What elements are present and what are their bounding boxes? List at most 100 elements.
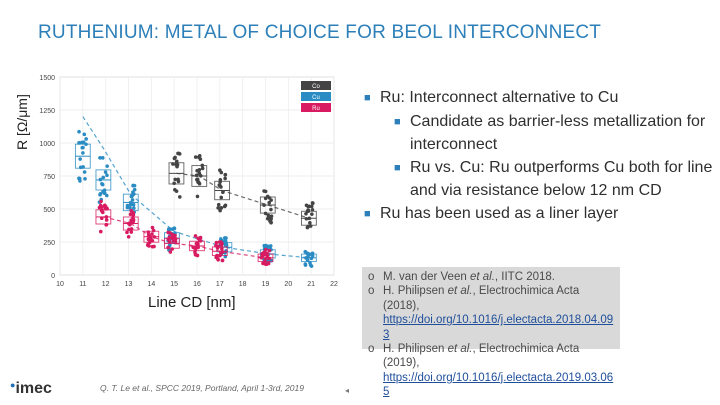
data-point-co	[267, 200, 272, 205]
imec-logo: ●imec	[10, 380, 52, 398]
data-point-co	[221, 190, 225, 195]
bullet-square-icon: ■	[364, 92, 371, 104]
data-point-ru	[193, 234, 198, 238]
x-tick-label: 22	[330, 281, 338, 288]
data-point-ru	[218, 253, 222, 258]
data-point-ru	[104, 218, 109, 222]
data-point-ru	[147, 244, 151, 248]
data-point-co	[197, 167, 202, 172]
data-point-ru	[99, 199, 103, 204]
data-point-cu	[102, 191, 107, 195]
data-point-ru	[126, 235, 131, 239]
data-point-cu	[105, 173, 109, 178]
data-point-cu	[131, 183, 135, 188]
data-point-co	[219, 206, 224, 210]
data-point-cu	[222, 236, 227, 240]
data-point-cu	[80, 145, 85, 150]
reference-text: M. van der Veen et al., IITC 2018.	[383, 270, 555, 284]
data-point-ru	[151, 228, 156, 233]
page-marker: ◂	[345, 386, 350, 395]
data-point-ru	[267, 248, 272, 253]
data-point-co	[267, 216, 272, 221]
data-point-ru	[198, 235, 203, 240]
data-point-ru	[170, 247, 174, 251]
data-point-cu	[167, 227, 171, 231]
x-tick-label: 12	[102, 281, 110, 288]
data-point-co	[172, 181, 176, 186]
data-point-ru	[196, 245, 200, 250]
data-point-cu	[130, 192, 135, 197]
data-point-cu	[132, 187, 137, 192]
data-point-co	[262, 189, 266, 193]
data-point-ru	[129, 227, 134, 231]
data-point-ru	[214, 243, 218, 248]
data-point-cu	[78, 157, 82, 161]
data-point-ru	[152, 235, 157, 239]
y-tick-label: 1500	[39, 75, 55, 82]
data-point-co	[304, 211, 308, 216]
data-point-ru	[100, 208, 104, 213]
data-point-ru	[173, 236, 178, 241]
data-point-ru	[166, 230, 170, 235]
data-point-cu	[101, 175, 106, 180]
data-point-co	[304, 203, 309, 208]
data-point-cu	[125, 205, 130, 210]
bullet-square-icon: ■	[364, 208, 371, 220]
y-tick-label: 1000	[39, 141, 55, 148]
x-tick-label: 21	[307, 281, 315, 288]
data-point-ru	[220, 247, 224, 251]
data-point-co	[306, 209, 311, 214]
bullet-square-icon: ■	[394, 162, 401, 174]
data-point-cu	[102, 188, 107, 192]
data-point-co	[263, 211, 268, 216]
reference-source: , Electrochimica Acta (2018),	[383, 285, 580, 312]
data-point-cu	[305, 251, 310, 256]
data-point-cu	[219, 237, 223, 241]
data-point-cu	[131, 202, 136, 207]
x-tick-label: 17	[216, 281, 224, 288]
data-point-co	[307, 204, 312, 209]
bullet-square-icon: ■	[394, 116, 401, 128]
data-point-cu	[264, 243, 268, 248]
data-point-ru	[131, 215, 135, 220]
data-point-ru	[129, 208, 134, 213]
data-point-ru	[191, 245, 195, 250]
data-point-co	[262, 203, 266, 207]
bullet-item: ■ Ru vs. Cu: Ru outperforms Cu both for l…	[394, 156, 714, 202]
data-point-ru	[150, 225, 155, 230]
reference-doi-link[interactable]: https://doi.org/10.1016/j.electacta.2018…	[383, 314, 614, 341]
data-point-co	[310, 212, 314, 216]
data-point-ru	[217, 240, 222, 244]
reference-item: o H. Philipsen et al., Electrochimica Act…	[368, 284, 618, 342]
data-point-ru	[126, 221, 131, 226]
y-tick-label: 1250	[39, 108, 55, 115]
reference-doi-link[interactable]: https://doi.org/10.1016/j.electacta.2019…	[383, 371, 614, 399]
data-point-cu	[305, 258, 310, 263]
data-point-cu	[105, 164, 109, 168]
data-point-cu	[82, 170, 87, 174]
y-tick-label: 750	[43, 174, 55, 181]
data-point-cu	[98, 177, 103, 182]
data-point-cu	[98, 156, 102, 160]
reference-etal: et al.	[447, 343, 473, 356]
bullet-text: Ru: Interconnect alternative to Cu	[380, 89, 619, 106]
data-point-co	[200, 166, 205, 171]
data-point-co	[198, 173, 203, 178]
data-point-co	[178, 195, 182, 199]
data-point-co	[266, 213, 271, 218]
data-point-ru	[128, 212, 133, 217]
y-tick-label: 250	[43, 240, 55, 247]
data-point-co	[223, 176, 227, 181]
data-point-co	[171, 162, 175, 166]
reference-item: o M. van der Veen et al., IITC 2018.	[368, 270, 618, 284]
data-point-cu	[83, 177, 87, 181]
data-point-ru	[263, 262, 268, 266]
data-point-co	[311, 201, 315, 205]
footer-citation: Q. T. Le et al., SPCC 2019, Portland, Ap…	[100, 383, 304, 393]
x-tick-label: 18	[239, 281, 247, 288]
reference-etal: et al.	[447, 285, 473, 298]
data-point-ru	[150, 232, 154, 236]
data-point-co	[218, 183, 222, 188]
data-point-co	[304, 216, 309, 221]
data-point-cu	[77, 141, 81, 145]
